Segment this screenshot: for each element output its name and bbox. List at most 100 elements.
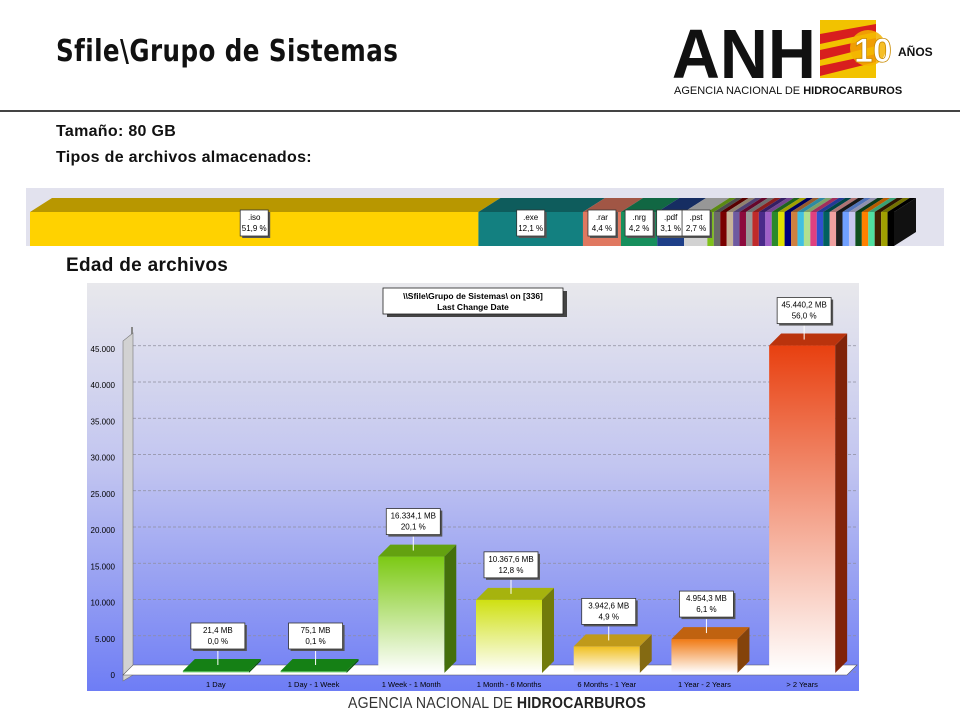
footer-text: AGENCIA NACIONAL DE HIDROCARBUROS [348,695,646,712]
y-tick-label: 15.000 [91,562,116,571]
y-tick-label: 5.000 [95,635,116,644]
bar-front [280,671,347,673]
strip-segment-other-13 [791,198,820,246]
strip-segment-other-24 [861,198,891,246]
strip-segment-other-22 [848,198,878,246]
header-divider [0,110,960,112]
strip-segment-other-12 [784,198,814,246]
strip-label-pdf-line-1: 3,1 % [660,224,680,233]
strip-segment-other-11 [778,198,807,246]
strip-segment-other-7 [752,198,781,246]
bar-3: 10.367,6 MB 12,8 % [476,551,554,673]
bar-5: 4.954,3 MB 6,1 % [671,590,750,673]
strip-segment-other-26 [874,198,904,246]
bar-side [639,634,652,673]
bar-top [378,544,457,557]
x-tick-label: 1 Day - 1 Week [288,680,340,689]
chart-title-box: \\Sfile\Grupo de Sistemas\ on [336]Last … [382,287,567,317]
bar-side [248,659,261,673]
data-label-0-line-1: 0,0 % [208,637,228,646]
logo-letters: ANH [672,15,816,93]
y-tick-label: 0 [111,671,116,680]
bar-front [769,345,836,673]
bar-front [182,671,249,673]
strip-segment-other-2 [720,198,749,246]
data-label-4: 3.942,6 MB 4,9 % [581,598,638,627]
strip-label-exe: .exe 12,1 % [516,209,547,238]
strip-label-exe-line-1: 12,1 % [518,224,543,233]
strip-segment-other-15 [803,198,833,246]
chart-wall-depth [122,332,134,682]
strip-segment-other-3 [726,198,756,246]
file-types-strip: .iso 51,9 % .exe 12,1 % .rar 4,4 % .nrg 4,2 % .p… [26,188,944,246]
data-label-6-line-0: 45.440,2 MB [781,301,826,310]
x-tick-label: 1 Year - 2 Years [678,680,731,689]
file-types-heading: Tipos de archivos almacenados: [56,149,312,166]
strip-label-pst-line-1: 2,7 % [686,224,706,233]
strip-segment-other-16 [810,198,839,246]
strip-label-pst: .pst 2,7 % [681,209,713,238]
data-label-6: 45.440,2 MB 56,0 % [776,297,834,326]
y-tick-label: 10.000 [91,599,116,608]
strip-label-iso-line-0: .iso [248,213,261,222]
strip-segment-other-17 [816,198,846,246]
bar-front [476,599,542,673]
data-label-1: 75,1 MB 0,1 % [288,622,345,651]
strip-segment-other-28 [887,198,916,246]
strip-label-nrg: .nrg 4,2 % [624,209,656,238]
bar-side [444,544,457,673]
strip-end-face [894,198,916,246]
bar-2: 16.334,1 MB 20,1 % [378,508,457,673]
y-tick-label: 25.000 [91,490,116,499]
strip-segment-other-14 [797,198,826,246]
strip-label-iso: .iso 51,9 % [239,209,271,238]
bar-top [280,659,359,671]
strip-label-pdf-line-0: .pdf [664,213,678,222]
bar-side [737,627,750,673]
strip-segment-other-20 [836,198,865,246]
y-tick-label: 40.000 [91,381,116,390]
strip-label-nrg-line-0: .nrg [632,213,646,222]
data-label-0-line-0: 21,4 MB [203,626,233,635]
strip-label-pst-line-0: .pst [690,213,704,222]
strip-label-exe-line-0: .exe [523,213,539,222]
bar-front [573,646,640,673]
strip-segment-other-9 [765,198,794,246]
y-tick-label: 20.000 [91,526,116,535]
bar-top [476,587,554,600]
strip-label-rar-line-1: 4,4 % [592,224,612,233]
x-tick-label: 6 Months - 1 Year [577,680,636,689]
y-tick-label: 30.000 [91,454,116,463]
chart-subtitle: Last Change Date [437,302,509,312]
strip-segment-other-8 [758,198,788,246]
data-label-5: 4.954,3 MB 6,1 % [679,590,736,620]
bar-top [573,634,652,647]
chart-title: \\Sfile\Grupo de Sistemas\ on [336] [403,291,543,301]
bar-top [182,659,261,671]
strip-segment-other-6 [745,198,775,246]
strip-segment-other-21 [842,198,871,246]
y-tick-label: 35.000 [91,417,116,426]
data-label-4-line-1: 4,9 % [598,612,618,621]
x-tick-label: > 2 Years [786,680,818,689]
page-title: Sfile\Grupo de Sistemas [56,34,399,69]
bar-1: 75,1 MB 0,1 % [280,622,359,673]
strip-label-rar: .rar 4,4 % [587,209,618,238]
data-label-3-line-0: 10.367,6 MB [488,555,533,564]
data-label-2-line-0: 16.334,1 MB [391,512,436,521]
bar-4: 3.942,6 MB 4,9 % [573,598,652,673]
bar-front [671,639,738,673]
x-tick-label: 1 Week - 1 Month [382,680,441,689]
data-label-3-line-1: 12,8 % [499,566,524,575]
strip-segment-other-25 [868,198,897,246]
storage-size-text: Tamaño: 80 GB [56,123,177,140]
data-label-6-line-1: 56,0 % [792,312,817,321]
strip-segment-other-23 [855,198,884,246]
x-tick-label: 1 Day [206,680,226,689]
logo-badge-suffix: AÑOS [898,44,933,59]
strip-label-nrg-line-1: 4,2 % [629,224,649,233]
file-age-chart: 0 5.000 10.000 15.000 20.000 25.000 30.000 35.0… [87,283,859,691]
bar-top [769,333,848,346]
file-age-heading: Edad de archivos [66,255,229,276]
bar-top [671,627,750,640]
